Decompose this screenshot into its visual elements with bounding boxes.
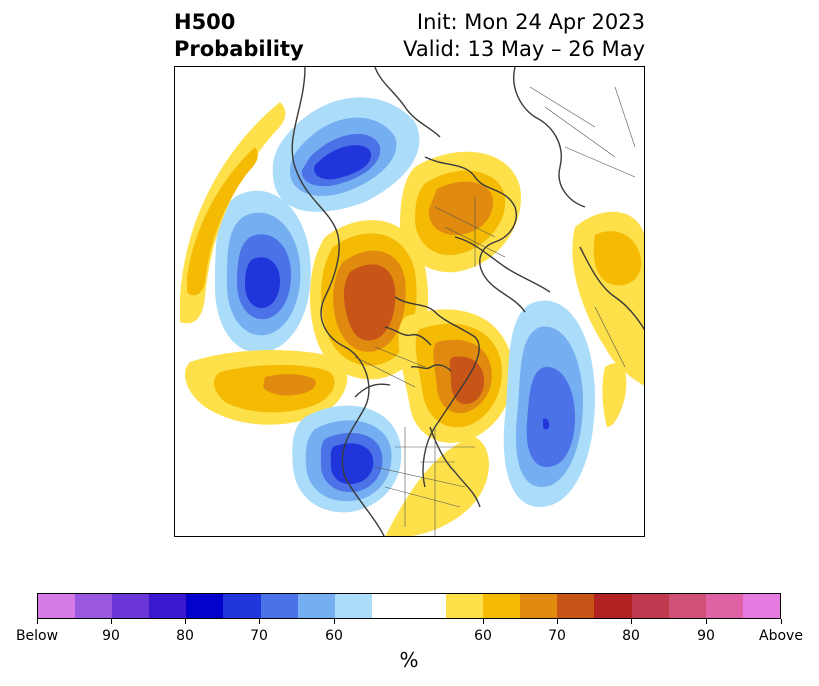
- colorbar-segment: [520, 594, 558, 618]
- anomaly-above-far-pacific-core: [187, 147, 258, 296]
- valid-period: Valid: 13 May – 26 May: [403, 37, 645, 61]
- colorbar-segment: [483, 594, 521, 618]
- colorbar-tick: [184, 619, 186, 624]
- colorbar-unit: %: [399, 648, 419, 672]
- colorbar-tick: [482, 619, 484, 624]
- anomaly-below-siberia: [272, 97, 420, 212]
- colorbar-tick: [36, 619, 38, 624]
- colorbar-tick-label: 70: [548, 628, 566, 644]
- colorbar-segment: [594, 594, 632, 618]
- polar-map: [180, 67, 644, 536]
- colorbar-tick-label: 90: [102, 628, 120, 644]
- title-left: H500 Probability: [174, 9, 304, 63]
- product-label: Probability: [174, 37, 304, 61]
- colorbar-segment: [705, 594, 743, 618]
- colorbar-segment: [742, 594, 780, 618]
- colorbar-tick-label: 80: [622, 628, 640, 644]
- colorbar-tick-label: 60: [325, 628, 343, 644]
- anomaly-above-eastern-us: [385, 437, 489, 536]
- colorbar-segment: [371, 594, 447, 618]
- colorbar-tick-label: 90: [697, 628, 715, 644]
- variable-label: H500: [174, 10, 236, 34]
- coastlines: [291, 67, 644, 536]
- colorbar-segment: [334, 594, 372, 618]
- colorbar-tick: [630, 619, 632, 624]
- colorbar: [37, 593, 781, 619]
- map-panel: [174, 66, 645, 537]
- colorbar-segment: [38, 594, 76, 618]
- anomaly-below-central-us: [292, 405, 402, 513]
- colorbar-segment: [668, 594, 706, 618]
- colorbar-tick: [780, 619, 782, 624]
- colorbar-segment: [223, 594, 261, 618]
- anomaly-above-europe: [572, 211, 644, 427]
- colorbar-segment: [297, 594, 335, 618]
- title-right: Init: Mon 24 Apr 2023 Valid: 13 May – 26…: [403, 9, 645, 63]
- colorbar-segment: [557, 594, 595, 618]
- colorbar-segment: [186, 594, 224, 618]
- anomaly-below-atlantic: [503, 300, 595, 507]
- colorbar-tick: [258, 619, 260, 624]
- anomaly-above-central-pacific: [185, 350, 348, 425]
- colorbar-segment: [75, 594, 113, 618]
- colorbar-tick-label: Below: [15, 628, 59, 644]
- colorbar-tick: [333, 619, 335, 624]
- anomaly-above-russia: [400, 151, 521, 273]
- anomaly-above-greenland: [398, 309, 514, 443]
- colorbar-tick-label: 70: [250, 628, 268, 644]
- colorbar-tick: [705, 619, 707, 624]
- colorbar-tick-label: 80: [176, 628, 194, 644]
- init-date: Init: Mon 24 Apr 2023: [416, 10, 645, 34]
- colorbar-tick: [110, 619, 112, 624]
- colorbar-segment: [112, 594, 150, 618]
- colorbar-segment: [260, 594, 298, 618]
- colorbar-tick-label: Above: [759, 628, 803, 644]
- anomaly-below-pacific: [215, 190, 311, 353]
- colorbar-segment: [149, 594, 187, 618]
- colorbar-tick-label: 60: [474, 628, 492, 644]
- colorbar-segment: [446, 594, 484, 618]
- political-borders: [354, 86, 636, 536]
- colorbar-tick: [556, 619, 558, 624]
- colorbar-segment: [631, 594, 669, 618]
